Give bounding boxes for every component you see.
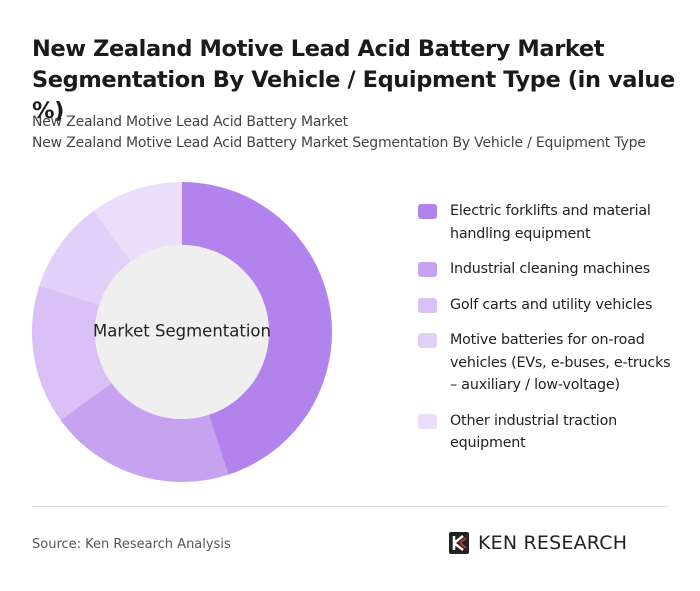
- legend-item: Industrial cleaning machines: [418, 258, 678, 281]
- center-label: Market Segmentation: [93, 322, 271, 341]
- legend-swatch: [418, 262, 437, 277]
- brand: KEN RESEARCH: [478, 532, 628, 554]
- legend-swatch: [418, 297, 437, 313]
- legend-item: Electric forklifts and material handling…: [418, 200, 678, 245]
- logo-icon: [449, 532, 469, 554]
- subtitle: New Zealand Motive Lead Acid Battery Mar…: [32, 135, 646, 151]
- legend-item: Golf carts and utility vehicles: [418, 294, 678, 317]
- donut-segment: [93, 182, 182, 262]
- legend-swatch: [418, 413, 437, 429]
- legend: Electric forklifts and material handling…: [418, 200, 678, 468]
- donut-chart: Market Segmentation: [31, 182, 333, 483]
- legend-label: Other industrial traction equipment: [450, 412, 617, 452]
- legend-label: Golf carts and utility vehicles: [450, 296, 653, 313]
- subtitle: New Zealand Motive Lead Acid Battery Mar…: [32, 114, 348, 130]
- donut-segment: [182, 182, 333, 475]
- donut-segment: [60, 383, 229, 483]
- donut-segment: [31, 285, 112, 421]
- legend-label: Electric forklifts and material handling…: [450, 203, 651, 242]
- source: Source: Ken Research Analysis: [32, 537, 231, 552]
- legend-item: Other industrial traction equipment: [418, 410, 678, 455]
- donut-hole: [95, 245, 269, 419]
- legend-swatch: [418, 333, 437, 348]
- chart-title: New Zealand Motive Lead Acid Battery Mar…: [32, 36, 675, 124]
- legend-swatch: [418, 204, 437, 219]
- legend-item: Motive batteries for on-road vehicles (E…: [418, 329, 678, 397]
- divider: [32, 506, 668, 507]
- donut-segment: [39, 210, 131, 306]
- legend-label: Motive batteries for on-road vehicles (E…: [450, 332, 671, 393]
- legend-label: Industrial cleaning machines: [450, 261, 650, 277]
